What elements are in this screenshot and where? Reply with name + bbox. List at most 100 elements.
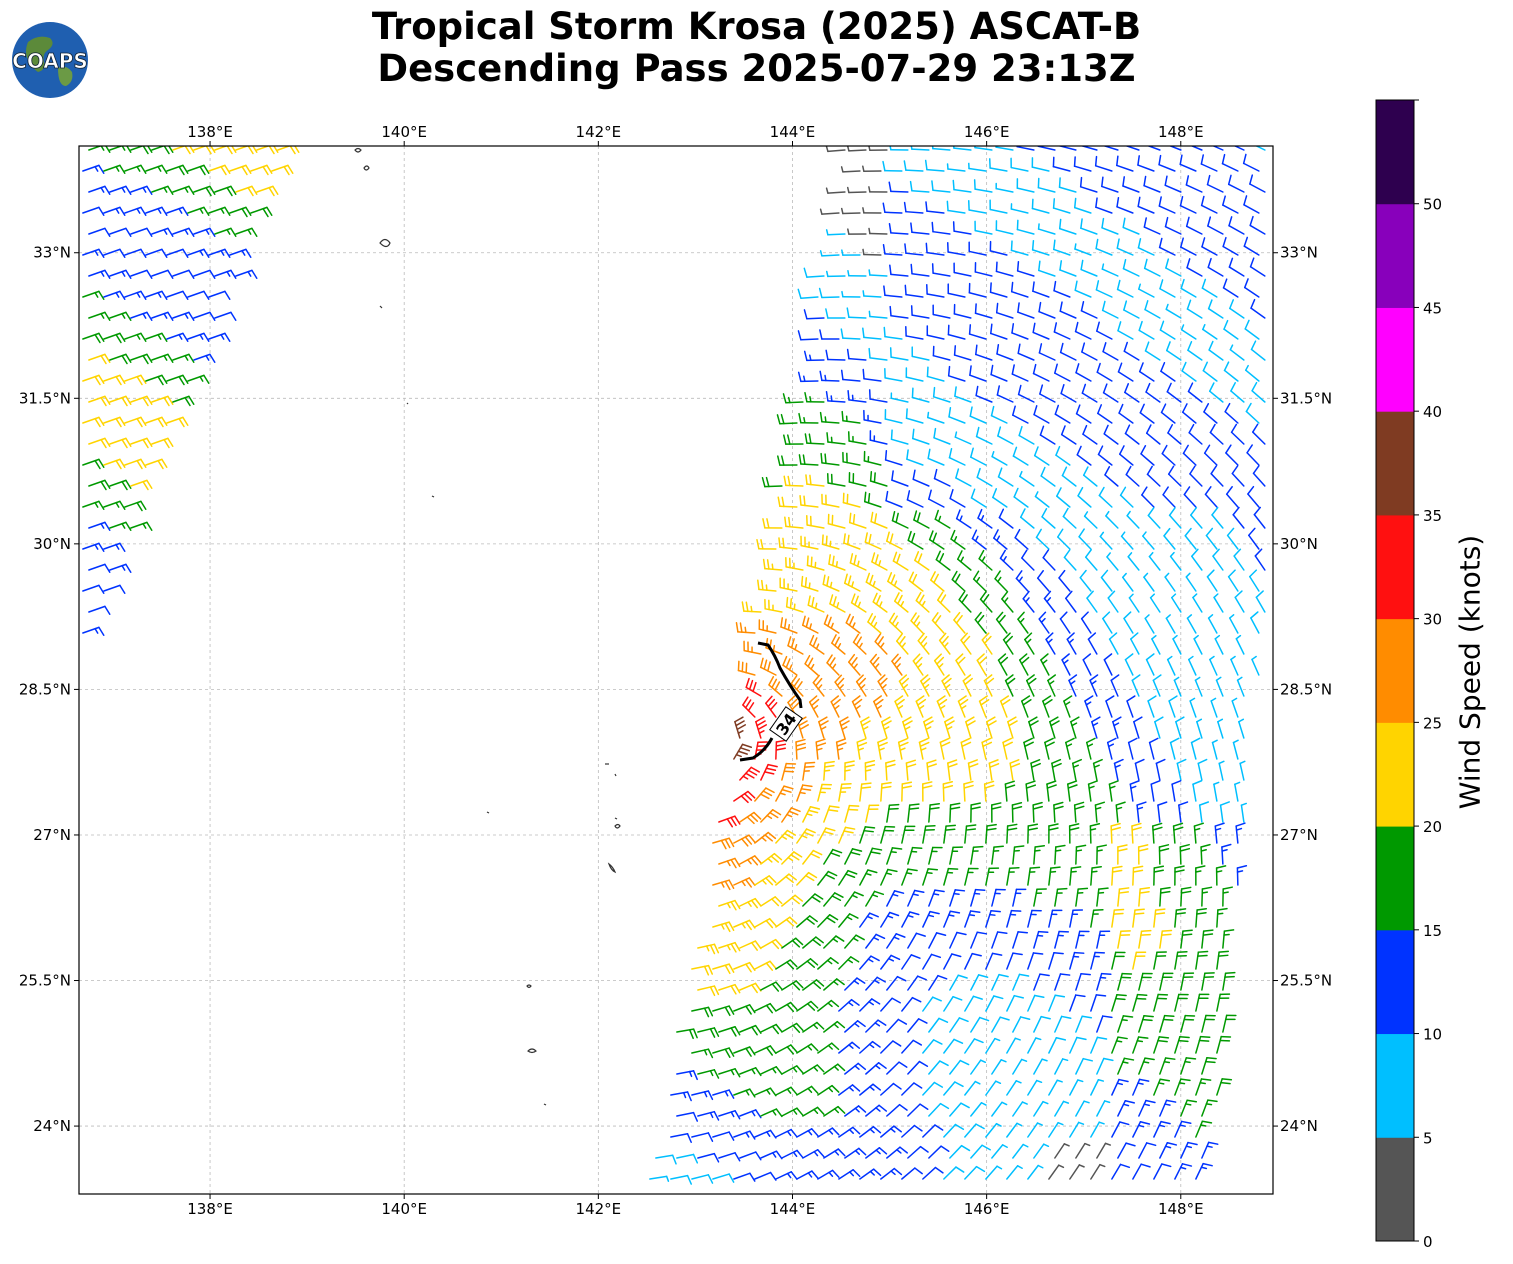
wind-barb-shaft bbox=[1111, 994, 1118, 1012]
wind-barb-feather bbox=[104, 521, 111, 531]
wind-barb-feather bbox=[1210, 465, 1218, 475]
wind-barb-feather bbox=[1054, 994, 1066, 998]
wind-barb-feather bbox=[889, 146, 892, 151]
wind-barb-feather bbox=[939, 737, 950, 744]
wind-barb bbox=[1189, 465, 1203, 487]
wind-barb-feather bbox=[167, 185, 174, 195]
wind-barb-shaft bbox=[712, 963, 730, 970]
wind-barb-feather bbox=[912, 469, 916, 481]
wind-barb-feather bbox=[807, 1087, 813, 1094]
wind-barb-feather bbox=[868, 186, 871, 193]
wind-barb-shaft bbox=[1074, 289, 1092, 298]
wind-barb bbox=[760, 938, 783, 950]
wind-barb-feather bbox=[796, 1065, 804, 1074]
wind-barb-shaft bbox=[865, 847, 874, 865]
wind-barb-shaft bbox=[880, 911, 891, 928]
wind-barb-shaft bbox=[781, 937, 797, 949]
wind-barb-feather bbox=[888, 803, 900, 806]
wind-barb bbox=[1242, 153, 1260, 172]
wind-barb-feather bbox=[1122, 1103, 1130, 1107]
wind-barb bbox=[1209, 423, 1224, 445]
wind-barb-shaft bbox=[912, 437, 930, 445]
wind-barb bbox=[805, 474, 825, 487]
wind-barb-feather bbox=[1236, 870, 1244, 873]
wind-barb bbox=[949, 846, 964, 865]
wind-barb bbox=[1134, 758, 1145, 781]
wind-barb-shaft bbox=[82, 248, 100, 256]
wind-barb-feather bbox=[934, 509, 939, 520]
wind-barb bbox=[88, 185, 111, 195]
wind-barb bbox=[1069, 994, 1086, 1012]
wind-barb bbox=[985, 952, 1003, 970]
wind-barb-feather bbox=[928, 530, 934, 541]
wind-barb-feather bbox=[849, 553, 854, 564]
wind-barb-feather bbox=[806, 813, 813, 817]
wind-barb-feather bbox=[1002, 555, 1007, 562]
wind-barb bbox=[1222, 886, 1233, 907]
wind-barb-feather bbox=[1087, 632, 1097, 640]
wind-barb-shaft bbox=[997, 476, 1014, 487]
wind-barb bbox=[1164, 216, 1182, 235]
wind-barb bbox=[739, 1109, 762, 1119]
wind-barb-feather bbox=[927, 448, 931, 460]
wind-barb bbox=[760, 981, 783, 992]
wind-barb bbox=[1132, 1036, 1149, 1054]
wind-barb-feather bbox=[897, 594, 903, 605]
wind-barb-shaft bbox=[229, 248, 247, 256]
wind-barb-feather bbox=[899, 747, 906, 751]
wind-barb bbox=[905, 367, 924, 382]
wind-barb-feather bbox=[848, 653, 856, 663]
wind-barb-feather bbox=[924, 159, 928, 171]
wind-barb-feather bbox=[790, 1171, 798, 1180]
wind-barb bbox=[741, 601, 762, 613]
wind-barb-shaft bbox=[1016, 146, 1035, 151]
wind-barb-feather bbox=[1235, 827, 1243, 831]
wind-barb-feather bbox=[809, 958, 819, 966]
wind-barb bbox=[1012, 405, 1029, 424]
wind-barb-feather bbox=[1091, 716, 1101, 723]
wind-barb-feather bbox=[997, 467, 1003, 478]
wind-barb-shaft bbox=[800, 504, 819, 508]
wind-barb-feather bbox=[1089, 823, 1101, 827]
wind-barb bbox=[1202, 323, 1218, 340]
wind-barb-feather bbox=[1229, 344, 1234, 351]
wind-barb-feather bbox=[821, 534, 824, 546]
wind-barb-feather bbox=[157, 333, 162, 340]
wind-barb-shaft bbox=[1124, 432, 1140, 445]
wind-barb-feather bbox=[1202, 1162, 1213, 1167]
wind-barb-shaft bbox=[948, 456, 966, 466]
wind-barb bbox=[823, 805, 840, 823]
wind-barb-feather bbox=[809, 354, 812, 362]
wind-barb bbox=[1174, 993, 1189, 1012]
wind-barb-feather bbox=[119, 248, 126, 258]
wind-barb-shaft bbox=[1097, 412, 1113, 424]
wind-barb bbox=[823, 1020, 846, 1033]
wind-barb-feather bbox=[795, 746, 807, 751]
wind-barb-shaft bbox=[775, 1128, 792, 1138]
wind-barb-shaft bbox=[1037, 146, 1056, 151]
wind-barb bbox=[1069, 866, 1082, 886]
wind-barb bbox=[863, 450, 882, 466]
wind-barb-shaft bbox=[1228, 617, 1239, 634]
wind-barb-feather bbox=[1225, 486, 1233, 495]
wind-barb bbox=[1137, 196, 1155, 214]
wind-barb-shaft bbox=[1255, 596, 1266, 613]
wind-barb-shaft bbox=[1098, 494, 1113, 508]
wind-barb-feather bbox=[707, 964, 714, 975]
wind-barb-shaft bbox=[865, 933, 877, 949]
wind-barb-feather bbox=[815, 936, 824, 944]
wind-barb bbox=[988, 759, 1000, 781]
wind-barb-feather bbox=[178, 165, 185, 176]
wind-barb-shaft bbox=[1010, 208, 1029, 214]
wind-barb-shaft bbox=[1252, 431, 1266, 445]
wind-barb-shaft bbox=[1122, 226, 1140, 235]
wind-barb-shaft bbox=[785, 401, 804, 404]
wind-barb-shaft bbox=[906, 458, 924, 466]
wind-barb-feather bbox=[771, 898, 780, 907]
wind-barb bbox=[1153, 1120, 1171, 1138]
wind-barb bbox=[1174, 950, 1188, 970]
wind-barb-feather bbox=[1080, 301, 1085, 312]
wind-barb bbox=[1235, 822, 1246, 844]
wind-barb bbox=[1012, 845, 1025, 865]
wind-barb-feather bbox=[1115, 1040, 1123, 1043]
